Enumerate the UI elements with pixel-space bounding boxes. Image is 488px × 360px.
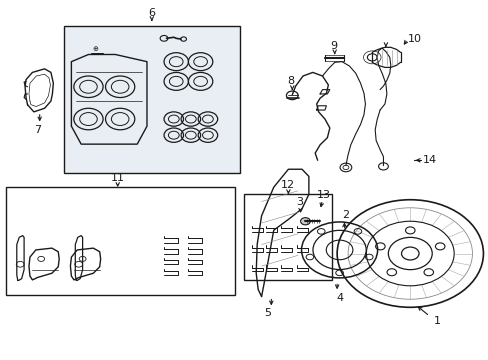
Bar	[64, 26, 239, 173]
Text: 11: 11	[110, 173, 124, 183]
Bar	[5, 187, 234, 295]
Circle shape	[300, 218, 310, 225]
Text: 10: 10	[407, 34, 421, 44]
Text: 13: 13	[316, 190, 330, 200]
Text: 2: 2	[341, 210, 348, 220]
Text: 12: 12	[281, 180, 295, 190]
Text: 14: 14	[422, 155, 436, 165]
Text: 6: 6	[148, 8, 155, 18]
Bar	[244, 194, 331, 280]
Text: 4: 4	[335, 293, 343, 303]
Text: 7: 7	[34, 125, 41, 135]
Text: 1: 1	[433, 316, 440, 326]
Text: 3: 3	[296, 197, 303, 207]
Text: 9: 9	[329, 41, 337, 50]
Text: 5: 5	[264, 309, 271, 318]
Text: 8: 8	[286, 76, 294, 86]
Text: ⊕: ⊕	[93, 46, 99, 52]
